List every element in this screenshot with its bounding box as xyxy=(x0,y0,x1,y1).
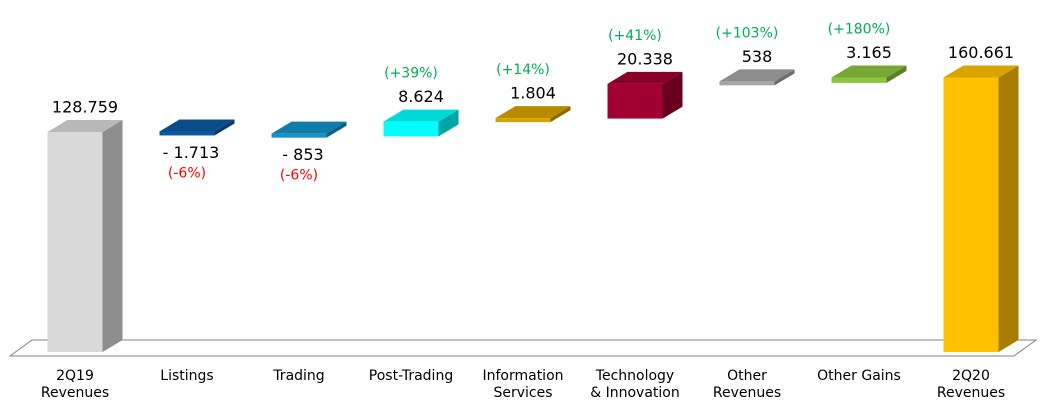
bar-top xyxy=(831,65,907,78)
change-label: (+14%) xyxy=(496,62,550,78)
value-label: 20.338 xyxy=(617,49,673,68)
bar xyxy=(943,77,999,353)
value-label: 3.165 xyxy=(846,43,892,62)
value-label: 128.759 xyxy=(52,98,118,117)
bar-side-shade xyxy=(774,69,795,86)
bar-side xyxy=(774,69,795,86)
bar xyxy=(495,118,551,123)
bar-top xyxy=(271,121,347,134)
bar-side-shade xyxy=(998,65,1019,353)
bar-top xyxy=(383,109,459,122)
value-label: 160.661 xyxy=(948,43,1014,62)
bar-side-shade xyxy=(662,71,683,119)
bar-top xyxy=(607,71,683,84)
category-label: Trading xyxy=(273,368,325,384)
bar-side-shade xyxy=(438,109,459,137)
change-label: (+180%) xyxy=(828,21,891,37)
bar-side-shade xyxy=(214,119,235,136)
bar xyxy=(271,133,327,138)
change-label: (-6%) xyxy=(280,168,318,184)
bar-top xyxy=(495,106,571,119)
bar xyxy=(831,77,887,83)
bar-side xyxy=(326,121,347,138)
category-label: Other Revenues xyxy=(712,368,782,401)
bar-top-shade xyxy=(383,109,459,122)
bar-top-shade xyxy=(47,120,123,132)
category-label: 2Q20 Revenues xyxy=(936,368,1006,401)
value-label: 1.804 xyxy=(510,84,556,103)
bar xyxy=(383,121,439,137)
bar-top xyxy=(159,119,235,132)
category-label: 2Q19 Revenues xyxy=(40,368,110,401)
bar-side xyxy=(438,109,459,137)
bar-top-shade xyxy=(831,65,907,78)
change-label: (+41%) xyxy=(608,28,662,44)
bar-top-shade xyxy=(943,65,1019,78)
bar-side-shade xyxy=(886,65,907,83)
bar-side-shade xyxy=(102,120,123,352)
value-label: - 853 xyxy=(282,145,323,164)
bar-side xyxy=(998,65,1019,353)
change-label: (+39%) xyxy=(384,66,438,82)
bar xyxy=(719,81,775,86)
bar-side-shade xyxy=(326,121,347,138)
bar-side-shade xyxy=(550,106,571,123)
bar-top-shade xyxy=(271,121,347,134)
value-label: 8.624 xyxy=(398,87,444,106)
bar xyxy=(47,132,103,352)
category-label: Technology & Innovation xyxy=(590,368,680,401)
bar-side xyxy=(662,71,683,119)
category-label: Listings xyxy=(160,368,214,384)
bar-side xyxy=(102,120,123,352)
value-label: 538 xyxy=(742,47,773,66)
value-label: - 1.713 xyxy=(163,143,220,162)
bar-top xyxy=(943,65,1019,78)
bar-side xyxy=(550,106,571,123)
bar xyxy=(159,131,215,136)
bar-top-shade xyxy=(495,106,571,119)
bar-side xyxy=(886,65,907,83)
bar xyxy=(607,83,663,119)
floor xyxy=(8,339,1038,357)
category-label: Post-Trading xyxy=(368,368,454,384)
bar-top-shade xyxy=(159,119,235,132)
category-label: Information Services xyxy=(482,368,564,401)
category-label: Other Gains xyxy=(817,368,901,384)
bar-top-shade xyxy=(607,71,683,84)
bar-top-shade xyxy=(719,69,795,82)
change-label: (-6%) xyxy=(168,165,206,181)
bar-top xyxy=(47,120,123,132)
change-label: (+103%) xyxy=(716,25,779,41)
bar-side xyxy=(214,119,235,136)
bar-top xyxy=(719,69,795,82)
